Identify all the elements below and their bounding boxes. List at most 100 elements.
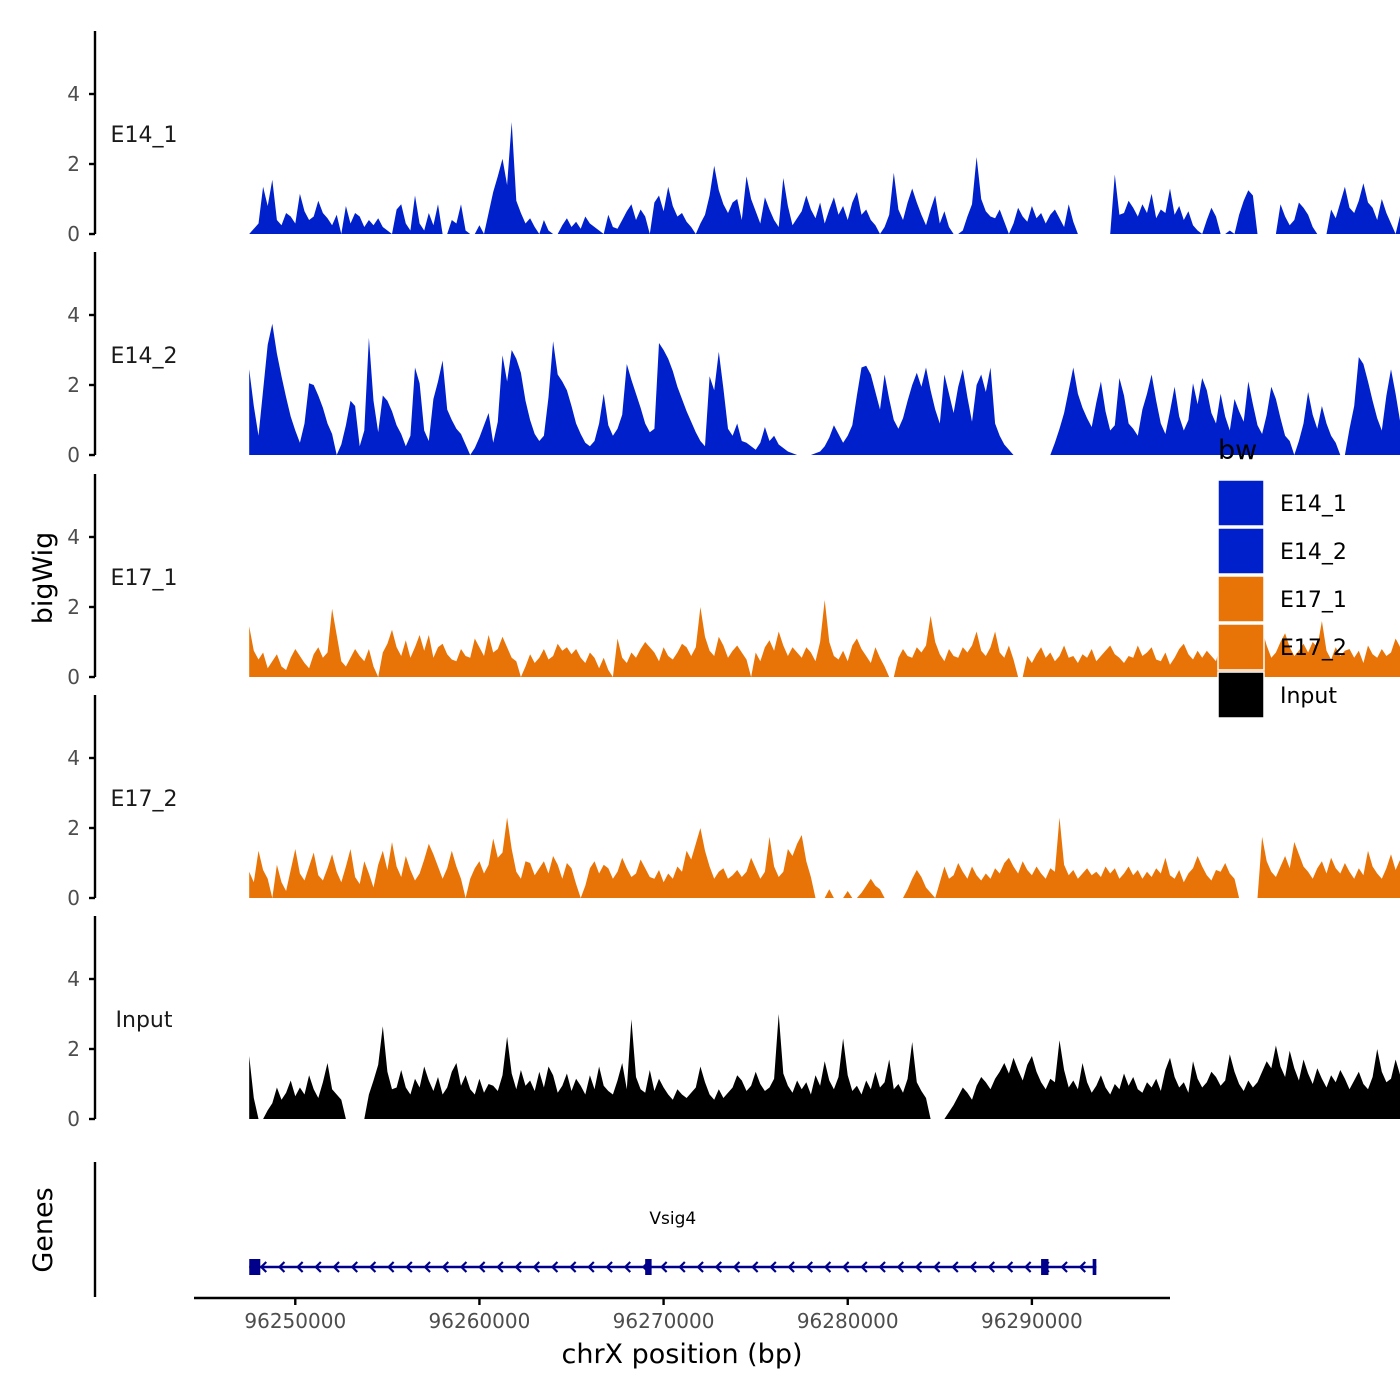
y-tick-label: 4: [67, 303, 80, 327]
strand-arrow: [860, 1261, 868, 1273]
area-e14_2: [249, 323, 1400, 455]
strand-arrow: [332, 1261, 340, 1273]
strand-arrow: [878, 1261, 886, 1273]
area-e17_1: [249, 600, 1400, 677]
strand-arrow: [368, 1261, 377, 1273]
strand-arrow: [660, 1261, 668, 1273]
tracks-group: 0 2 4 E14_1 0 2 4 E14_2 0 2 4 E17_1 0 2 4 E17_2 0 2 4 Input: [67, 31, 1400, 1131]
legend-swatch: [1217, 671, 1265, 719]
y-tick-label: 4: [67, 525, 80, 549]
strand-arrow: [532, 1261, 541, 1273]
strand-arrow: [387, 1261, 395, 1273]
strand-arrow: [1005, 1261, 1014, 1273]
area-input: [249, 1014, 1400, 1119]
x-ticks: 96250000 96260000 96270000 96280000 96290000: [244, 1298, 1083, 1333]
gene-exon: [1092, 1259, 1097, 1275]
legend-item: E14_2: [1217, 527, 1347, 575]
legend-item: E14_1: [1217, 479, 1347, 527]
track-label: E17_2: [111, 787, 178, 812]
x-axis-title: chrX position (bp): [561, 1339, 802, 1370]
strand-arrow: [277, 1261, 286, 1273]
track-e17_2: 0 2 4 E17_2: [67, 695, 1400, 910]
legend-label: E14_2: [1280, 540, 1347, 565]
x-tick-label: 96260000: [429, 1309, 531, 1333]
y-tick-label: 4: [67, 746, 80, 770]
legend-title: bw: [1218, 435, 1257, 466]
genes-axis-title: Genes: [28, 1187, 59, 1272]
y-tick-label: 0: [67, 1107, 80, 1131]
strand-arrow: [296, 1261, 304, 1273]
legend-label: E17_2: [1280, 636, 1347, 661]
strand-arrow: [914, 1261, 923, 1273]
strand-arrow: [478, 1261, 486, 1273]
strand-arrow: [787, 1261, 795, 1273]
strand-arrow: [314, 1261, 322, 1273]
legend-swatch: [1217, 623, 1265, 671]
strand-arrow: [969, 1261, 977, 1273]
track-e17_1: 0 2 4 E17_1: [67, 474, 1400, 689]
gene-exon: [249, 1259, 261, 1275]
area-e17_2: [249, 817, 1400, 898]
strand-arrow: [1078, 1261, 1087, 1273]
legend-items: E14_1 E14_2 E17_1 E17_2 Input: [1217, 479, 1347, 719]
strand-arrow: [842, 1261, 850, 1273]
strand-arrow: [987, 1261, 996, 1273]
strand-arrow: [569, 1261, 577, 1273]
legend-item: E17_1: [1217, 575, 1347, 623]
y-tick-label: 0: [67, 886, 80, 910]
x-tick-label: 96290000: [981, 1309, 1083, 1333]
track-label: E17_1: [111, 566, 178, 591]
track-e14_1: 0 2 4 E14_1: [67, 31, 1400, 246]
legend-label: Input: [1280, 684, 1337, 709]
y-axis-title: bigWig: [28, 532, 59, 625]
track-e14_2: 0 2 4 E14_2: [67, 252, 1400, 467]
strand-arrow: [550, 1261, 559, 1273]
y-tick-label: 4: [67, 82, 80, 106]
strand-arrow: [441, 1261, 450, 1273]
strand-arrow: [405, 1261, 413, 1273]
legend-item: E17_2: [1217, 623, 1347, 671]
strand-arrow: [514, 1261, 522, 1273]
track-label: E14_2: [111, 344, 178, 369]
y-tick-label: 2: [67, 1037, 80, 1061]
y-tick-label: 0: [67, 222, 80, 246]
legend-label: E17_1: [1280, 588, 1347, 613]
legend-label: E14_1: [1280, 492, 1347, 517]
strand-arrow: [823, 1261, 832, 1273]
y-tick-label: 0: [67, 665, 80, 689]
strand-arrow: [732, 1261, 741, 1273]
area-e14_1: [249, 122, 1400, 234]
strand-arrow: [587, 1261, 595, 1273]
legend-swatch: [1217, 575, 1265, 623]
strand-arrow: [951, 1261, 959, 1273]
strand-arrow: [259, 1261, 268, 1273]
strand-arrow: [696, 1261, 704, 1273]
y-tick-label: 2: [67, 152, 80, 176]
strand-arrow: [896, 1261, 905, 1273]
x-tick-label: 96250000: [244, 1309, 346, 1333]
gene-model: Vsig4: [249, 1209, 1097, 1275]
legend-item: Input: [1217, 671, 1337, 719]
genes-panel: Genes Vsig4: [28, 1162, 1097, 1297]
y-tick-label: 2: [67, 373, 80, 397]
gene-exon: [1041, 1259, 1049, 1275]
strand-arrow: [459, 1261, 468, 1273]
strand-arrow: [1024, 1261, 1032, 1273]
track-input: 0 2 4 Input: [67, 916, 1400, 1131]
strand-arrow: [805, 1261, 814, 1273]
strand-arrow: [1060, 1261, 1068, 1273]
strand-arrow: [605, 1261, 613, 1273]
strand-arrow: [623, 1261, 632, 1273]
strand-arrow: [423, 1261, 431, 1273]
y-tick-label: 2: [67, 816, 80, 840]
strand-arrow: [769, 1261, 777, 1273]
x-axis: 96250000 96260000 96270000 96280000 96290000…: [194, 1296, 1170, 1370]
strand-arrow: [714, 1261, 723, 1273]
strand-arrow: [933, 1261, 941, 1273]
strand-arrow: [496, 1261, 504, 1273]
legend: bw E14_1 E14_2 E17_1 E17_2 Input: [1217, 435, 1347, 719]
x-tick-label: 96270000: [613, 1309, 715, 1333]
strand-arrow: [678, 1261, 686, 1273]
track-label: Input: [116, 1008, 173, 1033]
